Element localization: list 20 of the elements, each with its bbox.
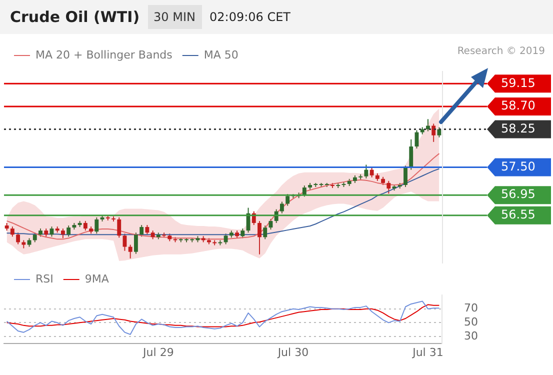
y-tick-label: 58.25 xyxy=(501,121,536,136)
chart-subtitle: 30 MIN xyxy=(148,5,202,29)
legend-label: MA 20 + Bollinger Bands xyxy=(36,48,173,62)
x-tick-label: Jul 30 xyxy=(276,346,309,359)
legend-label: 9MA xyxy=(84,272,110,286)
x-tick-label: Jul 29 xyxy=(142,346,174,359)
x-tick-label: Jul 31 xyxy=(412,346,444,359)
y-tick-label: 58.70 xyxy=(501,98,536,113)
legend-label: MA 50 xyxy=(204,48,238,62)
y-tick-label: 59.15 xyxy=(501,76,536,90)
text: Research © 2019 xyxy=(457,46,545,57)
y-tick-label: 30 xyxy=(464,329,478,342)
y-tick-label: 56.55 xyxy=(501,208,536,222)
y-tick-label: 50 xyxy=(464,316,478,329)
chart-title: Crude Oil (WTI) xyxy=(10,8,140,26)
text: 02:09:06 CET xyxy=(210,10,290,24)
legend-label: RSI xyxy=(36,272,54,286)
y-tick-label: 56.95 xyxy=(501,187,536,202)
y-tick-label: 57.50 xyxy=(501,159,536,174)
y-tick-label: 70 xyxy=(464,302,478,315)
